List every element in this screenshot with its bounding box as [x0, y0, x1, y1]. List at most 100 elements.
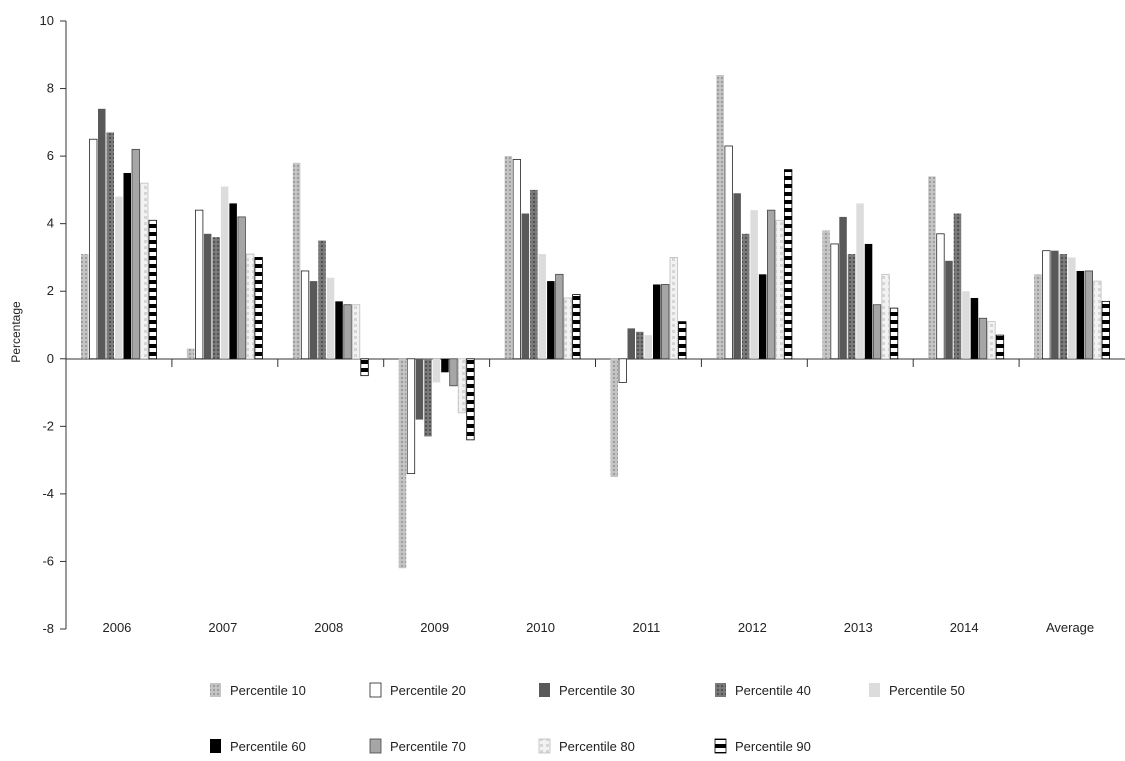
bar-percentile-10-2009 [398, 358, 407, 569]
legend-item: Percentile 90 [714, 738, 811, 754]
bar-percentile-30-2008 [309, 281, 318, 359]
bar-percentile-30-2007 [203, 233, 212, 359]
bar-percentile-50-2011 [644, 335, 652, 359]
category-label: 2009 [420, 620, 449, 635]
bar-percentile-50-2007 [220, 186, 229, 359]
bar-percentile-10-2011 [610, 358, 618, 477]
y-tick-label: -8 [42, 621, 54, 636]
legend-swatch [714, 738, 727, 754]
bar-percentile-40-average [1059, 254, 1068, 359]
bar-percentile-80-2007 [245, 253, 255, 360]
bar-percentile-40-2007 [212, 237, 220, 359]
bar-percentile-50-average [1068, 257, 1076, 359]
bar-percentile-30-2006 [98, 108, 106, 359]
legend-item: Percentile 40 [715, 683, 811, 698]
bar-percentile-90-average [1101, 300, 1110, 360]
y-tick-label: -4 [42, 486, 54, 501]
bar-percentile-70-2011 [661, 284, 670, 360]
legend-label: Percentile 50 [889, 683, 965, 698]
bar-percentile-90-2014 [995, 334, 1005, 360]
legend-swatch [869, 683, 880, 697]
bar-percentile-20-2014 [936, 233, 945, 360]
bar-percentile-70-2014 [978, 317, 988, 360]
bar-percentile-90-2013 [889, 307, 899, 360]
bar-percentile-40-2014 [953, 213, 962, 359]
bar-percentile-60-2013 [864, 243, 873, 359]
bar-percentile-50-2010 [538, 254, 547, 359]
bar-percentile-30-2009 [415, 358, 424, 420]
bar-percentile-10-2010 [504, 156, 513, 359]
category-label: 2012 [738, 620, 767, 635]
bar-percentile-70-average [1084, 270, 1093, 360]
category-label: 2013 [844, 620, 873, 635]
legend-swatch [715, 683, 726, 697]
legend-swatch [210, 683, 221, 697]
legend-item: Percentile 30 [539, 683, 635, 698]
bar-percentile-70-2007 [237, 216, 246, 360]
bar-percentile-20-2012 [724, 145, 733, 360]
bar-percentile-20-average [1042, 250, 1051, 360]
bar-percentile-40-2008 [318, 240, 326, 359]
legend-swatch [538, 738, 551, 754]
bar-percentile-20-2013 [830, 243, 839, 360]
bar-percentile-20-2008 [300, 270, 310, 360]
legend-label: Percentile 20 [390, 683, 466, 698]
y-tick-label: -6 [42, 553, 54, 568]
bar-percentile-90-2009 [466, 358, 475, 441]
bar-percentile-70-2010 [555, 273, 564, 360]
bar-percentile-90-2008 [360, 358, 369, 377]
bar-percentile-10-2012 [716, 75, 724, 359]
bar-percentile-80-average [1093, 280, 1102, 360]
bar-percentile-80-2006 [140, 182, 149, 360]
bar-percentile-80-2011 [669, 257, 678, 360]
bar-percentile-60-2010 [547, 281, 555, 359]
bar-percentile-70-2009 [449, 358, 458, 387]
bar-percentile-90-2011 [678, 321, 687, 360]
bar-percentile-80-2012 [775, 219, 784, 360]
bar-percentile-40-2012 [741, 233, 750, 359]
bar-percentile-70-2008 [343, 304, 352, 360]
bar-percentile-50-2006 [115, 196, 123, 359]
legend-swatch [210, 739, 221, 753]
bar-percentile-10-2006 [81, 254, 89, 359]
legend-item: Percentile 10 [210, 683, 306, 698]
category-label: 2014 [950, 620, 979, 635]
bar-percentile-80-2008 [351, 304, 361, 360]
category-label: 2007 [208, 620, 237, 635]
bar-percentile-90-2007 [254, 257, 263, 360]
bar-percentile-70-2013 [872, 304, 882, 360]
bar-percentile-20-2007 [194, 209, 204, 360]
bar-percentile-10-2008 [292, 162, 301, 359]
bar-percentile-50-2012 [750, 210, 758, 359]
bar-percentile-60-2006 [123, 173, 131, 359]
bar-percentile-10-2007 [186, 348, 195, 359]
bar-percentile-40-2009 [424, 358, 432, 437]
bar-percentile-30-2013 [839, 216, 847, 359]
y-tick-label: 4 [47, 216, 54, 231]
x-axis-category-labels: 2006 2007 2008 2009 2010 2011 2012 2013 2014 Aver… [102, 620, 1094, 635]
x-axis-category-ticks [171, 359, 1020, 367]
bar-percentile-70-2006 [131, 148, 140, 360]
bar-percentile-50-2009 [432, 358, 441, 383]
bar-percentile-20-2009 [406, 358, 416, 475]
legend-item: Percentile 20 [369, 682, 466, 698]
bars [81, 75, 1110, 569]
legend-label: Percentile 30 [559, 683, 635, 698]
bar-percentile-90-2010 [572, 294, 581, 360]
legend-label: Percentile 60 [230, 739, 306, 754]
legend-label: Percentile 10 [230, 683, 306, 698]
bar-percentile-60-average [1076, 270, 1085, 359]
legend-item: Percentile 60 [210, 739, 306, 754]
bar-percentile-20-2006 [89, 138, 98, 360]
category-label: Average [1046, 620, 1094, 635]
bar-percentile-10-average [1034, 274, 1042, 359]
y-tick-label: -2 [42, 418, 54, 433]
y-tick-label: 8 [47, 81, 54, 96]
bar-percentile-50-2008 [326, 277, 335, 359]
bar-percentile-30-average [1051, 250, 1059, 359]
category-label: 2010 [526, 620, 555, 635]
legend-label: Percentile 90 [735, 739, 811, 754]
bar-percentile-60-2008 [335, 301, 343, 359]
bar-percentile-60-2014 [970, 297, 979, 359]
legend: Percentile 10 Percentile 20 Percentile 30 P… [210, 682, 965, 754]
